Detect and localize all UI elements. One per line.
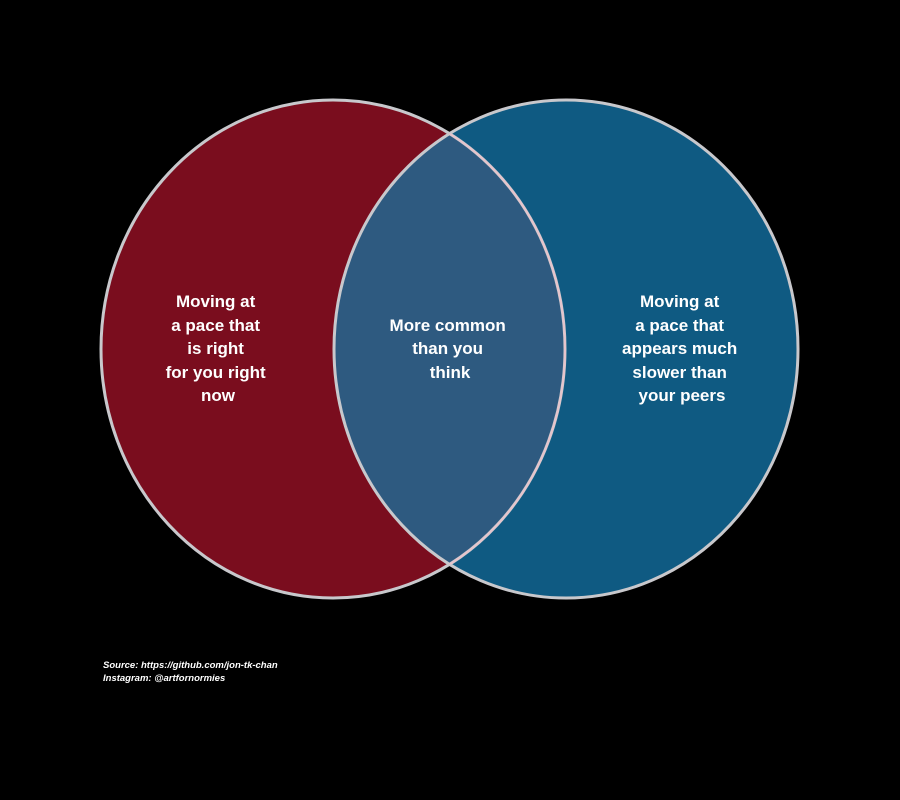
center-label-line: think (430, 363, 471, 382)
right-label-line: slower than (632, 363, 726, 382)
center-label: More common than you think (390, 316, 511, 382)
right-label-line: appears much (622, 339, 737, 358)
right-label-line: Moving at (640, 292, 720, 311)
overlap-left-arc (334, 100, 566, 598)
source-credit: Source: https://github.com/jon-tk-chan (103, 660, 278, 671)
right-label-line: your peers (639, 386, 726, 405)
credits: Source: https://github.com/jon-tk-chan I… (103, 659, 278, 685)
center-label-line: More common (390, 316, 506, 335)
overlap-region (334, 100, 565, 598)
left-label-line: Moving at (176, 292, 256, 311)
left-label-line: is right (187, 339, 244, 358)
instagram-credit: Instagram: @artfornormies (103, 673, 226, 684)
right-circle-outline (332, 98, 800, 600)
center-label-line: than you (412, 339, 483, 358)
left-label-line: now (201, 386, 236, 405)
right-label-line: a pace that (635, 316, 724, 335)
left-label-line: for you right (166, 363, 266, 382)
right-label: Moving at a pace that appears much slowe… (622, 292, 742, 405)
left-label: Moving at a pace that is right for you r… (166, 292, 271, 405)
left-label-line: a pace that (171, 316, 260, 335)
